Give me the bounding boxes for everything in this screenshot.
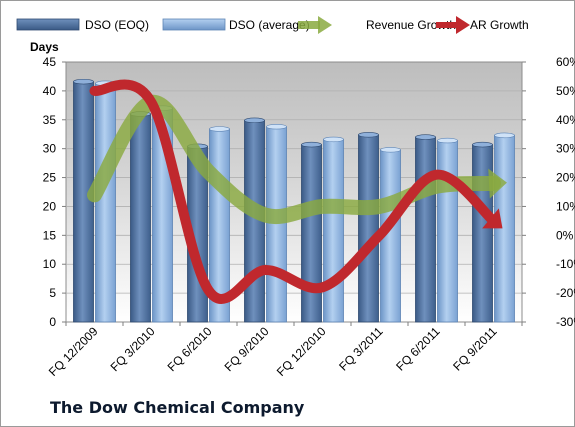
- y2-tick-label: 30%: [556, 142, 575, 156]
- bar-dso-average: [323, 139, 344, 323]
- legend-label-dso-eoq: DSO (EOQ): [85, 18, 149, 32]
- bar-cap-dso-average: [323, 136, 344, 143]
- bar-dso-eoq: [130, 113, 151, 323]
- y-tick-label: 25: [43, 171, 57, 185]
- x-tick-label: FQ 9/2010: [222, 324, 272, 374]
- bar-cap-dso-average: [209, 126, 230, 132]
- y2-tick-label: 40%: [556, 113, 575, 127]
- y-tick-label: 35: [43, 113, 57, 127]
- y2-tick-label: -10%: [556, 257, 575, 271]
- y-tick-label: 40: [43, 84, 57, 98]
- bar-cap-dso-average: [437, 137, 458, 144]
- bar-dso-average: [266, 126, 287, 323]
- bar-dso-eoq: [73, 81, 94, 323]
- bar-dso-average: [494, 134, 515, 323]
- legend-swatch-dso-eoq: [16, 18, 80, 31]
- y-tick-label: 30: [43, 142, 57, 156]
- bar-cap-dso-eoq: [472, 141, 493, 148]
- bar-cap-dso-eoq: [358, 132, 379, 138]
- bar-cap-dso-eoq: [415, 134, 436, 140]
- arrowhead-ar-growth: [482, 208, 503, 229]
- y-tick-label: 45: [43, 55, 57, 69]
- bar-dso-eoq: [358, 134, 379, 323]
- legend-label-revenue-growth: Revenue Growth: [366, 18, 456, 32]
- y2-tick-label: 50%: [556, 84, 575, 98]
- y2-tick-label: 10%: [556, 199, 575, 213]
- legend-arrow-ar-growth: [456, 16, 470, 34]
- legend-swatch-dso-average: [162, 18, 226, 31]
- y2-tick-label: 60%: [556, 55, 575, 69]
- legend-label-ar-growth: AR Growth: [470, 18, 529, 32]
- bar-dso-eoq: [415, 136, 436, 323]
- bar-cap-dso-eoq: [73, 78, 94, 85]
- bar-dso-average: [95, 82, 116, 323]
- x-tick-label: FQ 12/2010: [274, 324, 329, 379]
- x-tick-label: FQ 3/2010: [108, 324, 158, 374]
- bar-dso-eoq: [301, 144, 322, 323]
- line-ar-growth: [89, 79, 499, 304]
- x-tick-label: FQ 3/2011: [336, 324, 386, 374]
- bar-cap-dso-eoq: [301, 141, 322, 148]
- y-tick-label: 10: [43, 257, 57, 271]
- bar-cap-dso-average: [494, 132, 515, 139]
- bar-cap-dso-average: [380, 147, 401, 153]
- y-tick-label: 20: [43, 199, 57, 213]
- y-axis-label: Days: [30, 40, 59, 54]
- y2-tick-label: 20%: [556, 171, 575, 185]
- x-tick-label: FQ 6/2011: [393, 324, 443, 374]
- y2-tick-label: -30%: [556, 315, 575, 329]
- legend-label-dso-average: DSO (average): [229, 18, 310, 32]
- legend-arrow-revenue-growth: [318, 16, 332, 34]
- y2-tick-label: 0%: [556, 228, 574, 242]
- x-tick-label: FQ 9/2011: [450, 324, 500, 374]
- y-tick-label: 5: [49, 286, 56, 300]
- y2-tick-label: -20%: [556, 286, 575, 300]
- chart-title: The Dow Chemical Company: [50, 398, 305, 417]
- bar-cap-dso-average: [266, 124, 287, 130]
- growth-lines: [87, 79, 507, 304]
- arrowhead-revenue-growth: [488, 168, 507, 199]
- legend: DSO (EOQ) DSO (average) Revenue Growth AR G…: [16, 16, 529, 34]
- y-tick-label: 0: [49, 315, 56, 329]
- bar-cap-dso-eoq: [244, 117, 265, 124]
- x-tick-label: FQ 6/2010: [165, 324, 215, 374]
- y-tick-label: 15: [43, 228, 57, 242]
- bar-dso-average: [437, 140, 458, 323]
- x-tick-label: FQ 12/2009: [46, 324, 101, 379]
